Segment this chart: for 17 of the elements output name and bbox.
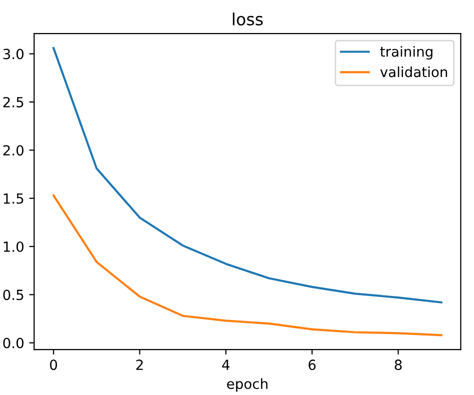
legend-label: validation — [380, 66, 448, 78]
y-tick-label: 3.0 — [3, 48, 24, 60]
line-series — [52, 194, 442, 336]
x-tick-label: 0 — [50, 360, 58, 370]
chart-title: loss — [232, 12, 263, 26]
y-tick-label: 2.5 — [3, 96, 24, 108]
y-tick-label: 2.0 — [3, 145, 24, 156]
y-tick-label: 1.5 — [4, 193, 24, 204]
y-tick-label: 0.5 — [3, 290, 24, 300]
x-tick-label: 2 — [136, 360, 143, 370]
x-tick-label: 6 — [308, 360, 316, 370]
legend-label: training — [380, 46, 432, 60]
y-tick-label: 0.0 — [3, 338, 24, 348]
y-tick-label: 1.0 — [4, 241, 24, 252]
x-tick-label: 8 — [394, 360, 402, 370]
x-axis-title: epoch — [227, 378, 268, 392]
x-tick-label: 4 — [222, 360, 230, 370]
